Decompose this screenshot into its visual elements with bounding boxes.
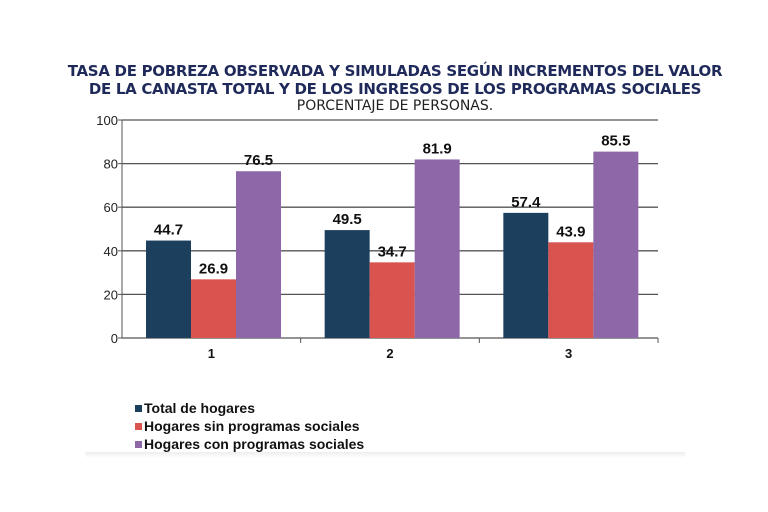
data-label: 49.5 <box>333 211 362 228</box>
data-label: 43.9 <box>556 223 585 240</box>
legend-item-total: Total de hogares <box>135 400 255 416</box>
data-label: 85.5 <box>601 133 630 150</box>
x-tick-label: 1 <box>208 346 215 361</box>
x-tick-label: 2 <box>386 346 393 361</box>
bar <box>146 240 191 338</box>
y-tick-label: 100 <box>96 113 118 128</box>
data-label: 44.7 <box>154 222 183 239</box>
bar <box>324 230 370 338</box>
chart-subtitle: PORCENTAJE DE PERSONAS. <box>296 98 494 114</box>
legend-swatch <box>135 404 142 412</box>
bar <box>191 279 236 338</box>
bar <box>503 212 549 338</box>
legend-label: Hogares con programas sociales <box>144 436 365 452</box>
bar <box>414 159 460 338</box>
bar <box>236 171 281 338</box>
y-tick-label: 40 <box>104 244 118 259</box>
legend-item-sin: Hogares sin programas sociales <box>135 418 360 434</box>
legend-label: Total de hogares <box>144 400 255 416</box>
y-tick-label: 20 <box>104 287 118 302</box>
chart-title-line2: DE LA CANASTA TOTAL Y DE LOS INGRESOS DE… <box>88 80 702 98</box>
y-tick-label: 80 <box>104 157 118 172</box>
data-label: 34.7 <box>378 243 407 260</box>
data-label: 57.4 <box>511 194 541 211</box>
chart-title-line1: TASA DE POBREZA OBSERVADA Y SIMULADAS SE… <box>67 62 723 80</box>
data-label: 26.9 <box>199 260 228 277</box>
legend-swatch <box>135 422 142 430</box>
legend-item-con: Hogares con programas sociales <box>135 436 364 452</box>
divider <box>85 452 685 458</box>
bar <box>369 262 415 338</box>
x-tick-label: 3 <box>565 346 572 361</box>
bar <box>548 242 594 338</box>
legend-label: Hogares sin programas sociales <box>144 418 360 434</box>
data-label: 76.5 <box>244 152 273 169</box>
legend-swatch <box>135 440 142 448</box>
y-tick-label: 60 <box>104 200 118 215</box>
data-label: 81.9 <box>423 140 452 157</box>
y-tick-label: 0 <box>111 331 118 346</box>
bar <box>593 151 639 338</box>
